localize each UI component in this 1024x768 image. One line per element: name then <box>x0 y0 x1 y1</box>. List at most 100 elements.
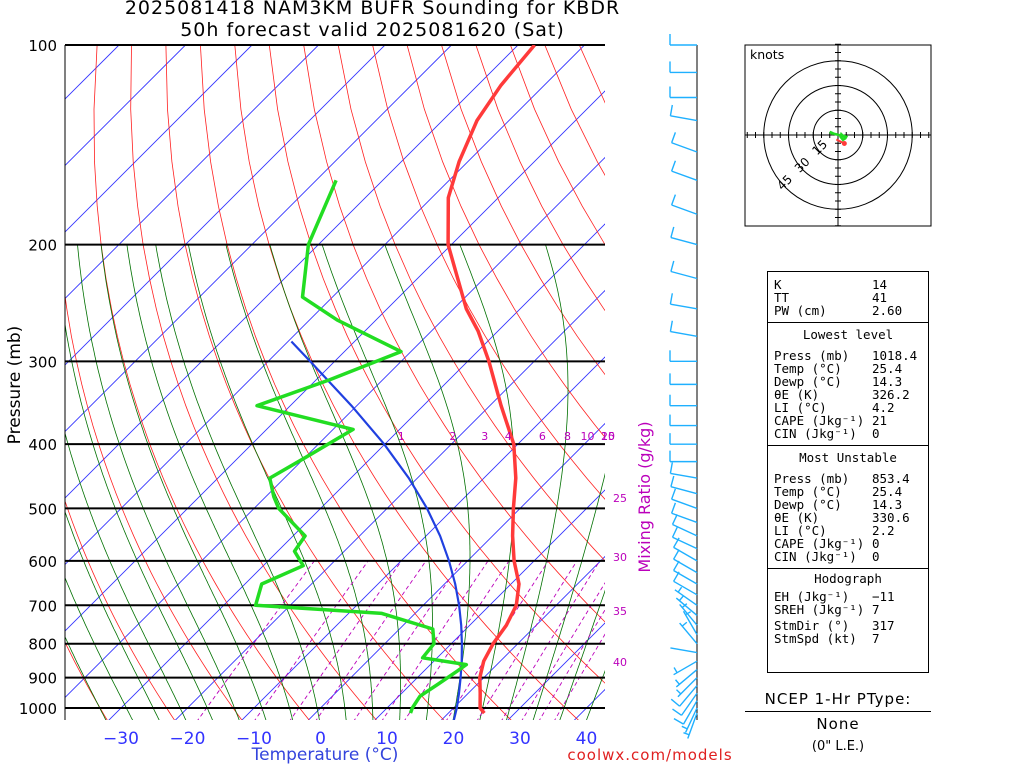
wind-barb-shaft <box>673 546 698 562</box>
wind-barb-shaft <box>682 610 698 635</box>
chart-subtitle: 50h forecast valid 2025081620 (Sat) <box>180 19 565 41</box>
most-unstable-section: Press (mb) 853.4 Temp (°C) 25.4 Dewp (°C) 1… <box>768 469 928 568</box>
param-label: CIN (Jkg⁻¹) <box>774 426 857 441</box>
ptype-title: NCEP 1-Hr PType: <box>764 690 912 708</box>
temperature-tick: 30 <box>509 729 531 749</box>
wind-barb <box>673 560 698 585</box>
pressure-tick-300: 300 <box>28 353 57 371</box>
isotherm-line <box>374 489 605 720</box>
section-title-hodograph: Hodograph <box>768 568 928 590</box>
wind-barb-shaft <box>670 236 698 246</box>
wind-barb-feather <box>675 689 682 695</box>
param-label: LI (°C) <box>774 523 827 538</box>
wind-barb <box>669 462 698 479</box>
site-credit: coolwx.com/models <box>567 746 732 764</box>
wind-barb-feather <box>670 132 677 143</box>
wind-barb-feather <box>681 621 688 627</box>
moist-adiabat-line <box>269 244 402 720</box>
wind-barb <box>674 586 698 606</box>
wind-barb <box>670 160 698 181</box>
wind-barb-shaft <box>679 604 698 626</box>
param-row: θE (K) 330.6 <box>768 511 928 524</box>
mixing-ratio-tick: 1 <box>398 430 405 443</box>
wind-barb-feather <box>672 708 682 716</box>
wind-barb-feather <box>669 104 674 116</box>
pressure-tick-labels: 100 200 300 400 500 600 700 800 900 1000 <box>19 37 57 718</box>
param-label: Press (mb) <box>774 348 850 363</box>
param-value: 0 <box>872 536 880 551</box>
wind-barb <box>669 433 697 445</box>
mixing-ratio-tick: 30 <box>613 551 627 564</box>
param-label: EH (Jkg⁻¹) <box>774 589 850 604</box>
parcel-line <box>290 340 464 720</box>
param-label: SREH (Jkg⁻¹) <box>774 602 865 617</box>
moist-adiabat-line <box>586 670 605 720</box>
wind-barb-shaft <box>673 580 698 596</box>
mixing-ratio-axis-label: Mixing Ratio (g/kg) <box>635 421 654 572</box>
moist-adiabat-lines <box>65 244 605 720</box>
wind-barb <box>674 669 698 688</box>
mixing-ratio-tick: 15 <box>601 430 615 443</box>
section-title-unstable: Most Unstable <box>768 445 928 469</box>
wind-barb-feather <box>669 320 674 332</box>
chart-title: 2025081418 NAM3KM BUFR Sounding for KBDR <box>124 0 621 19</box>
wind-barb-shaft <box>671 142 698 153</box>
param-row: CAPE (Jkg⁻¹) 0 <box>768 537 928 550</box>
param-label: PW (cm) <box>774 303 827 318</box>
wind-barb <box>673 660 698 676</box>
moist-adiabat-line <box>65 431 187 720</box>
wind-barb <box>673 700 698 725</box>
dewpoint-profile <box>253 179 469 714</box>
wind-barb-feather <box>669 462 674 474</box>
hodograph-trace-upper <box>829 130 840 137</box>
wind-barb-feather <box>670 226 675 238</box>
wind-barb-feather <box>670 502 677 514</box>
storm-motion-point <box>841 140 847 146</box>
isotherm-line <box>440 555 605 720</box>
moist-adiabat-line <box>65 510 160 720</box>
mixing-ratio-line <box>315 560 427 720</box>
dry-adiabat-line <box>93 45 310 720</box>
wind-barb <box>669 373 697 386</box>
wind-barb-shaft <box>675 597 698 616</box>
moist-adiabat-line <box>65 576 133 720</box>
wind-barb <box>669 394 697 407</box>
wind-barb <box>681 707 698 733</box>
hodograph-section: EH (Jkg⁻¹) −11 SREH (Jkg⁻¹) 7 StmDir (°) 31… <box>768 590 928 648</box>
mixing-ratio-line <box>539 609 605 720</box>
isotherm-line <box>65 45 585 566</box>
moist-adiabat-line <box>506 244 569 720</box>
wind-barb <box>669 104 698 122</box>
wind-barb <box>670 260 698 280</box>
ptype-panel: NCEP 1-Hr PType: None (0" L.E.) <box>745 690 931 754</box>
moist-adiabat-line <box>459 244 515 720</box>
wind-barb <box>669 34 697 46</box>
param-value: 14 <box>872 277 888 292</box>
param-value: 21 <box>872 413 888 428</box>
sounding-parameters-table: K 14 TT 41 PW (cm) 2.60 Lowest level Press … <box>767 271 929 673</box>
param-label: CAPE (Jkg⁻¹) <box>774 536 865 551</box>
isotherm-line <box>65 45 452 433</box>
dry-adiabat-line <box>958 45 1024 722</box>
mixing-ratio-line <box>554 633 605 720</box>
moist-adiabat-line <box>532 472 605 720</box>
isotherm-line <box>65 156 605 699</box>
hodograph-units-label: knots <box>750 47 784 62</box>
mixing-ratio-tick: 25 <box>613 492 627 505</box>
wind-barb-shaft <box>671 204 698 215</box>
param-value: 7 <box>872 602 880 617</box>
wind-barb <box>669 450 697 463</box>
param-row: Temp (°C) 25.4 <box>768 362 928 375</box>
moist-adiabat-line <box>65 321 213 720</box>
mixing-ratio-line <box>254 560 369 720</box>
param-label: StmDir (°) <box>774 618 850 633</box>
wind-barb-shaft <box>670 330 698 337</box>
wind-barb <box>669 320 698 337</box>
wind-barb-shaft <box>670 270 698 280</box>
wind-barb <box>670 647 698 654</box>
lowest-level-section: Press (mb) 1018.4 Temp (°C) 25.4 Dewp (°C)… <box>768 346 928 445</box>
wind-barb <box>675 595 698 616</box>
param-row: StmDir (°) 317 <box>768 619 928 632</box>
